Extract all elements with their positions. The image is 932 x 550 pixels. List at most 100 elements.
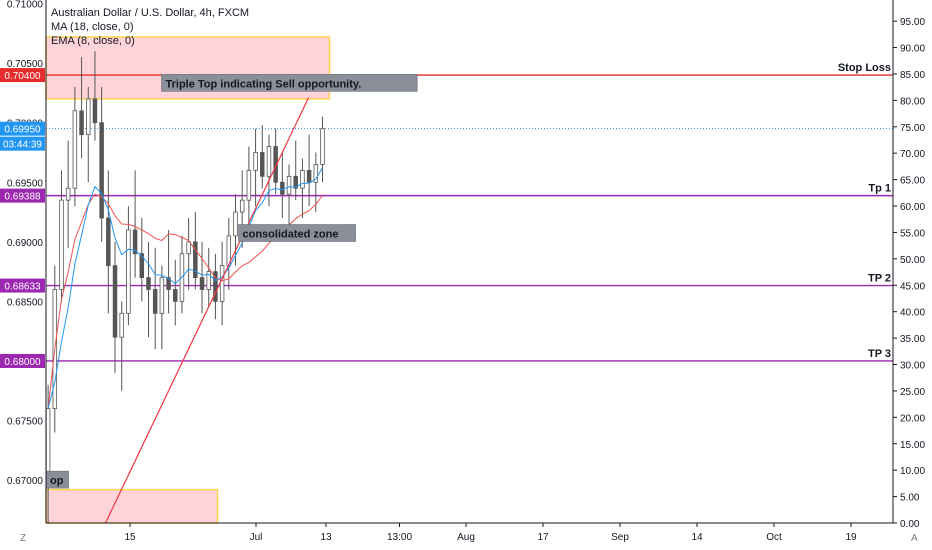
price-axis-tick-label: 0.67500 (7, 417, 44, 428)
candle-body (233, 211, 238, 237)
percent-axis-tick-label: 55.00 (900, 228, 925, 239)
price-level-badge-1-bg (0, 188, 45, 203)
time-axis-tick-label: 19 (845, 532, 857, 543)
ema-indicator-label[interactable]: EMA (8, close, 0) (51, 35, 135, 47)
percent-axis-tick-label: 90.00 (900, 44, 925, 55)
percent-axis-tick-label: 85.00 (900, 70, 925, 81)
auto-scale-toggle[interactable]: A (911, 533, 918, 544)
candle-body (253, 152, 258, 171)
candle-body (199, 277, 205, 290)
bar-countdown-badge-bg (0, 136, 45, 151)
price-level-badge-0: 0.70400 (4, 71, 41, 82)
candle-body (280, 181, 285, 195)
candle-body (45, 408, 51, 481)
time-axis-tick-label: 13 (320, 532, 332, 543)
percent-axis-tick-label: 95.00 (900, 17, 925, 28)
candle-body (273, 146, 278, 183)
candle-body (146, 277, 151, 290)
annotations-layer: Triple Top indicating Sell opportunity. c… (45, 74, 418, 489)
time-axis-tick-label: Jul (250, 532, 263, 543)
price-level-badge-3: 0.68000 (4, 357, 41, 368)
percent-axis-tick-label: 40.00 (900, 308, 925, 319)
candle-body (293, 175, 298, 189)
candle-body (219, 265, 225, 302)
candle-body (260, 152, 265, 177)
candle-body (139, 253, 145, 278)
percent-axis-tick-label: 5.00 (900, 493, 920, 504)
time-axis-tick-label: Oct (766, 532, 782, 543)
price-level-badge-3-bg (0, 353, 45, 368)
candle-body (132, 229, 138, 255)
axes-layer: 0.67000 0.67500 0.68000 0.68500 0.69000 0.695… (0, 0, 925, 543)
ma-indicator-label[interactable]: MA (18, close, 0) (51, 21, 134, 33)
candles-layer (45, 51, 325, 523)
percent-axis-tick-label: 25.00 (900, 387, 925, 398)
candle-body (159, 277, 165, 314)
candle-body (106, 217, 111, 267)
annotation-box-0 (161, 74, 418, 92)
candle-body (246, 169, 252, 201)
price-axis-tick-label: 0.68500 (7, 297, 44, 308)
candle-body (59, 199, 64, 290)
candle-body (173, 289, 178, 302)
annotation-text-0: Triple Top indicating Sell opportunity. (166, 78, 362, 90)
time-axis-tick-label: 13:00 (387, 532, 412, 543)
candle-body (239, 199, 245, 213)
candle-body (166, 277, 171, 290)
candle-body (126, 229, 131, 314)
percent-axis-tick-label: 70.00 (900, 149, 925, 160)
candle-body (306, 169, 312, 183)
percent-axis-tick-label: 30.00 (900, 361, 925, 372)
percent-axis-tick-label: 80.00 (900, 96, 925, 107)
price-level-badge-0-bg (0, 68, 45, 83)
price-axis-tick-label: 0.69500 (7, 178, 44, 189)
candle-body (119, 312, 124, 338)
candle-body (320, 128, 325, 165)
time-axis-tick-label: Sep (611, 532, 629, 543)
chart-legend: Australian Dollar / U.S. Dollar, 4h, FXC… (51, 6, 249, 48)
percent-axis-tick-label: 75.00 (900, 123, 925, 134)
candle-body (193, 241, 198, 278)
annotation-box-1 (238, 224, 356, 242)
candle-body (86, 98, 91, 136)
percent-axis-tick-label: 45.00 (900, 281, 925, 292)
candle-body (206, 271, 211, 290)
price-levels-layer: Stop Loss Tp 1 TP 2 TP 3 (46, 62, 893, 362)
annotation-text-1: consolidated zone (243, 229, 339, 241)
candle-body (286, 175, 292, 195)
time-axis-tick-label: 17 (537, 532, 549, 543)
symbol-title[interactable]: Australian Dollar / U.S. Dollar, 4h, FXC… (51, 7, 250, 19)
price-axis-tick-label: 0.67000 (7, 476, 44, 487)
time-axis-tick-label: 15 (124, 532, 136, 543)
percent-axis-tick-label: 15.00 (900, 440, 925, 451)
percent-axis-tick-label: 10.00 (900, 466, 925, 477)
price-level-label-0: Stop Loss (838, 62, 891, 74)
candle-body (112, 265, 118, 338)
moving-averages-layer (47, 167, 323, 409)
percent-axis-tick-label: 50.00 (900, 255, 925, 266)
price-level-badge-2-bg (0, 278, 45, 293)
candle-body (99, 122, 104, 219)
annotation-text-2: op (50, 475, 64, 487)
candle-body (213, 271, 218, 302)
candle-body (266, 146, 272, 177)
price-level-badge-2: 0.68633 (4, 282, 41, 293)
price-level-badge-1: 0.69388 (4, 192, 41, 203)
percent-axis-tick-label: 60.00 (900, 202, 925, 213)
candle-body (72, 110, 78, 189)
candle-body (313, 164, 319, 183)
candle-body (65, 187, 71, 201)
current-price-badge-bg (0, 121, 45, 136)
price-axis-tick-label: 0.69000 (7, 238, 44, 249)
time-axis-tick-label: Aug (457, 532, 475, 543)
candle-body (152, 289, 158, 314)
candle-body (92, 98, 98, 124)
percent-axis-tick-label: 35.00 (900, 334, 925, 345)
percent-axis-tick-label: 0.00 (900, 519, 920, 530)
price-level-label-3: TP 3 (868, 348, 891, 360)
percent-axis-tick-label: 20.00 (900, 413, 925, 424)
trendline-layer (104, 97, 310, 524)
time-zone-toggle[interactable]: Z (20, 533, 27, 544)
resistance-zone-1 (45, 488, 219, 524)
